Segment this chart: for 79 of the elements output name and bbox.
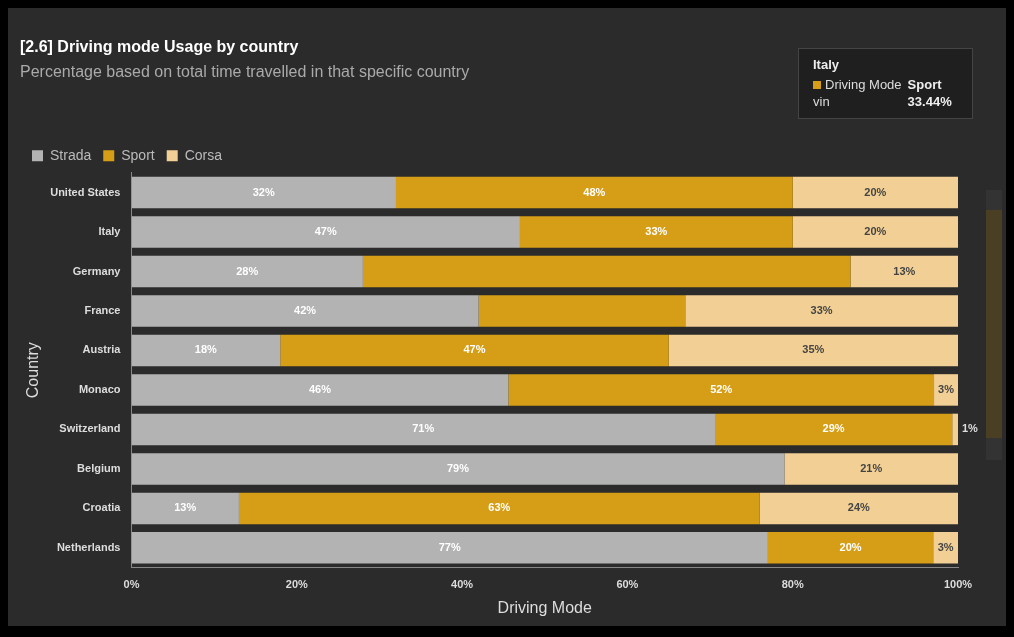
x-axis-title: Driving Mode: [497, 598, 592, 616]
bar: [362, 255, 851, 288]
data-label: 48%: [583, 185, 606, 198]
bar: [238, 492, 760, 525]
data-label: 42%: [294, 304, 317, 317]
data-label: 28%: [236, 264, 259, 277]
y-axis-title: Country: [24, 342, 42, 399]
x-tick-label: 0%: [123, 578, 140, 591]
chart-title: [2.6] Driving mode Usage by country: [20, 38, 299, 56]
data-label: 21%: [860, 461, 883, 474]
bar: [280, 334, 669, 367]
x-tick-label: 100%: [943, 578, 973, 591]
x-tick-label: 60%: [616, 578, 639, 591]
bar: [668, 334, 958, 367]
bar: [395, 176, 793, 209]
bar: [952, 413, 958, 446]
data-label: 52%: [710, 382, 733, 395]
data-label: 71%: [412, 422, 435, 435]
bar: [131, 532, 768, 564]
data-label: 13%: [893, 264, 916, 277]
y-tick-label: Netherlands: [56, 540, 121, 553]
bar: [850, 255, 958, 288]
x-tick-label: 20%: [285, 578, 309, 591]
data-label: 47%: [463, 343, 486, 356]
bar: [131, 492, 239, 525]
bar: [685, 295, 958, 327]
data-label: 1%: [962, 422, 979, 435]
legend-label: Sport: [121, 146, 155, 163]
y-tick-label: Germany: [72, 264, 122, 277]
y-tick-label: France: [84, 304, 121, 317]
y-tick-label: Monaco: [78, 382, 121, 395]
legend-label: Strada: [50, 146, 92, 163]
bar: [715, 413, 953, 446]
data-label: 18%: [194, 343, 218, 356]
bar: [508, 374, 935, 406]
data-label: 77%: [438, 540, 461, 553]
data-label: 3%: [938, 382, 955, 395]
data-label: 32%: [252, 185, 275, 198]
y-tick-label: United States: [50, 185, 121, 198]
tooltip: Italy Driving Mode Sport vin 33.44%: [798, 48, 973, 119]
y-tick-label: Croatia: [82, 501, 122, 514]
bar: [519, 216, 793, 248]
data-label: 20%: [864, 225, 887, 238]
data-label: 3%: [937, 540, 954, 553]
data-label: 13%: [174, 501, 197, 514]
data-label: 20%: [864, 185, 887, 198]
data-label: 33%: [645, 225, 668, 238]
bar: [131, 453, 785, 485]
data-label: 63%: [488, 501, 511, 514]
bar: [784, 453, 958, 485]
bar: [131, 413, 716, 446]
y-tick-label: Austria: [82, 343, 122, 356]
y-tick-label: Belgium: [77, 461, 121, 474]
data-label: 33%: [810, 304, 833, 317]
bar: [131, 216, 520, 248]
data-label: 35%: [802, 343, 825, 356]
bar: [792, 216, 958, 248]
y-tick-label: Italy: [98, 225, 122, 238]
x-tick-label: 40%: [451, 578, 474, 591]
bar: [131, 295, 479, 327]
bar: [759, 492, 958, 525]
x-tick-label: 80%: [781, 578, 804, 591]
y-tick-label: Switzerland: [59, 422, 121, 435]
bar: [131, 334, 281, 367]
data-label: 79%: [446, 461, 470, 474]
bar: [767, 532, 934, 564]
bar: [478, 295, 686, 327]
bar: [792, 176, 958, 209]
bar: [131, 374, 509, 406]
data-label: 29%: [822, 422, 845, 435]
data-label: 24%: [847, 501, 871, 514]
data-label: 20%: [839, 540, 862, 553]
legend-label: Corsa: [184, 146, 223, 163]
bar: [131, 255, 363, 288]
data-label: 46%: [308, 382, 332, 395]
bar: [131, 176, 396, 209]
chart-subtitle: Percentage based on total time travelled in that specific country: [20, 63, 470, 81]
bar: [933, 532, 958, 564]
data-label: 47%: [314, 225, 337, 238]
